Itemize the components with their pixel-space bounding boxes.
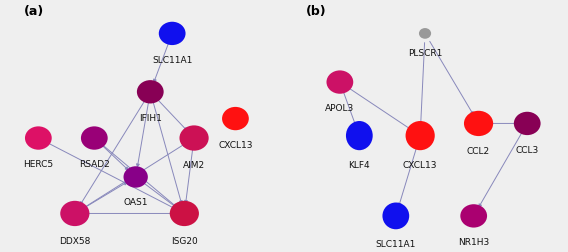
- Text: AIM2: AIM2: [183, 161, 205, 170]
- Text: SLC11A1: SLC11A1: [152, 56, 193, 65]
- Ellipse shape: [460, 204, 487, 228]
- Ellipse shape: [60, 201, 89, 226]
- Ellipse shape: [327, 71, 353, 94]
- Ellipse shape: [81, 127, 108, 150]
- Text: DDX58: DDX58: [59, 236, 90, 245]
- Text: CCL3: CCL3: [516, 145, 539, 154]
- Text: SLC11A1: SLC11A1: [375, 239, 416, 248]
- Ellipse shape: [123, 167, 148, 188]
- Ellipse shape: [406, 121, 435, 151]
- Text: CXCL13: CXCL13: [218, 140, 253, 149]
- Text: NR1H3: NR1H3: [458, 237, 489, 246]
- Text: HERC5: HERC5: [23, 160, 53, 169]
- Text: ISG20: ISG20: [171, 236, 198, 245]
- Ellipse shape: [25, 127, 52, 150]
- Text: IFIH1: IFIH1: [139, 114, 162, 123]
- Text: (a): (a): [24, 5, 44, 18]
- Text: RSAD2: RSAD2: [79, 160, 110, 169]
- Text: CXCL13: CXCL13: [403, 160, 437, 169]
- Text: APOL3: APOL3: [325, 104, 354, 113]
- Ellipse shape: [464, 111, 493, 137]
- Text: PLSCR1: PLSCR1: [408, 49, 442, 58]
- Ellipse shape: [179, 126, 208, 151]
- Text: (b): (b): [306, 5, 327, 18]
- Ellipse shape: [419, 29, 431, 40]
- Text: KLF4: KLF4: [349, 160, 370, 169]
- Ellipse shape: [346, 121, 373, 151]
- Text: OAS1: OAS1: [123, 198, 148, 207]
- Ellipse shape: [170, 201, 199, 226]
- Ellipse shape: [159, 23, 186, 46]
- Ellipse shape: [514, 112, 541, 136]
- Text: CCL2: CCL2: [467, 146, 490, 155]
- Ellipse shape: [222, 107, 249, 131]
- Ellipse shape: [137, 81, 164, 104]
- Ellipse shape: [382, 203, 409, 229]
